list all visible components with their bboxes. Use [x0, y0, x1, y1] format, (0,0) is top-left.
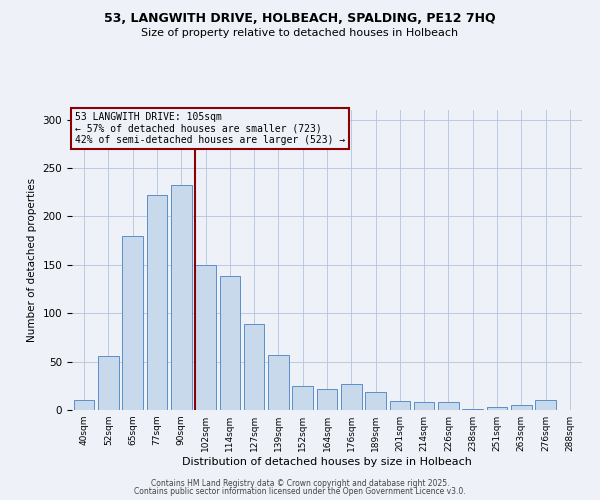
Y-axis label: Number of detached properties: Number of detached properties: [27, 178, 37, 342]
Bar: [171, 186, 191, 410]
Bar: [414, 402, 434, 410]
Bar: [98, 356, 119, 410]
Bar: [195, 265, 216, 410]
Text: Contains HM Land Registry data © Crown copyright and database right 2025.: Contains HM Land Registry data © Crown c…: [151, 478, 449, 488]
Bar: [463, 409, 483, 410]
Bar: [389, 402, 410, 410]
Text: 53 LANGWITH DRIVE: 105sqm
← 57% of detached houses are smaller (723)
42% of semi: 53 LANGWITH DRIVE: 105sqm ← 57% of detac…: [74, 112, 345, 144]
X-axis label: Distribution of detached houses by size in Holbeach: Distribution of detached houses by size …: [182, 457, 472, 467]
Text: Contains public sector information licensed under the Open Government Licence v3: Contains public sector information licen…: [134, 487, 466, 496]
Bar: [487, 407, 508, 410]
Bar: [220, 276, 240, 410]
Bar: [122, 236, 143, 410]
Bar: [511, 405, 532, 410]
Bar: [341, 384, 362, 410]
Text: 53, LANGWITH DRIVE, HOLBEACH, SPALDING, PE12 7HQ: 53, LANGWITH DRIVE, HOLBEACH, SPALDING, …: [104, 12, 496, 26]
Bar: [438, 402, 459, 410]
Bar: [244, 324, 265, 410]
Bar: [365, 392, 386, 410]
Bar: [146, 195, 167, 410]
Bar: [292, 386, 313, 410]
Bar: [317, 388, 337, 410]
Bar: [268, 355, 289, 410]
Text: Size of property relative to detached houses in Holbeach: Size of property relative to detached ho…: [142, 28, 458, 38]
Bar: [74, 400, 94, 410]
Bar: [535, 400, 556, 410]
